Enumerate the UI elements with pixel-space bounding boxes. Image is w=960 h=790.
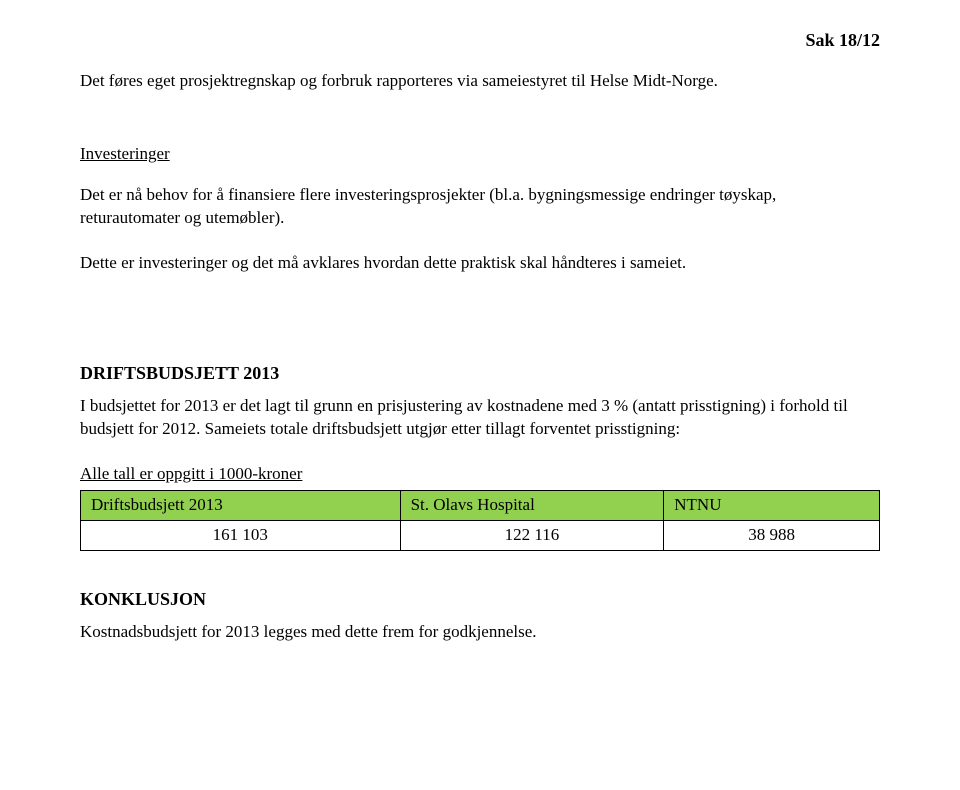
investments-p2: Dette er investeringer og det må avklare… bbox=[80, 252, 880, 275]
investments-heading: Investeringer bbox=[80, 143, 880, 166]
td-0: 161 103 bbox=[81, 521, 401, 551]
case-number: Sak 18/12 bbox=[80, 28, 880, 52]
th-0: Driftsbudsjett 2013 bbox=[81, 491, 401, 521]
budget-p1: I budsjettet for 2013 er det lagt til gr… bbox=[80, 395, 880, 441]
conclusion-p1: Kostnadsbudsjett for 2013 legges med det… bbox=[80, 621, 880, 644]
budget-heading: DRIFTSBUDSJETT 2013 bbox=[80, 361, 880, 385]
th-1: St. Olavs Hospital bbox=[400, 491, 664, 521]
budget-table: Driftsbudsjett 2013 St. Olavs Hospital N… bbox=[80, 490, 880, 551]
investments-p1: Det er nå behov for å finansiere flere i… bbox=[80, 184, 880, 230]
table-row: 161 103 122 116 38 988 bbox=[81, 521, 880, 551]
conclusion-heading: KONKLUSJON bbox=[80, 587, 880, 611]
intro-paragraph: Det føres eget prosjektregnskap og forbr… bbox=[80, 70, 880, 93]
table-note: Alle tall er oppgitt i 1000-kroner bbox=[80, 463, 880, 486]
th-2: NTNU bbox=[664, 491, 880, 521]
table-header-row: Driftsbudsjett 2013 St. Olavs Hospital N… bbox=[81, 491, 880, 521]
td-2: 38 988 bbox=[664, 521, 880, 551]
td-1: 122 116 bbox=[400, 521, 664, 551]
